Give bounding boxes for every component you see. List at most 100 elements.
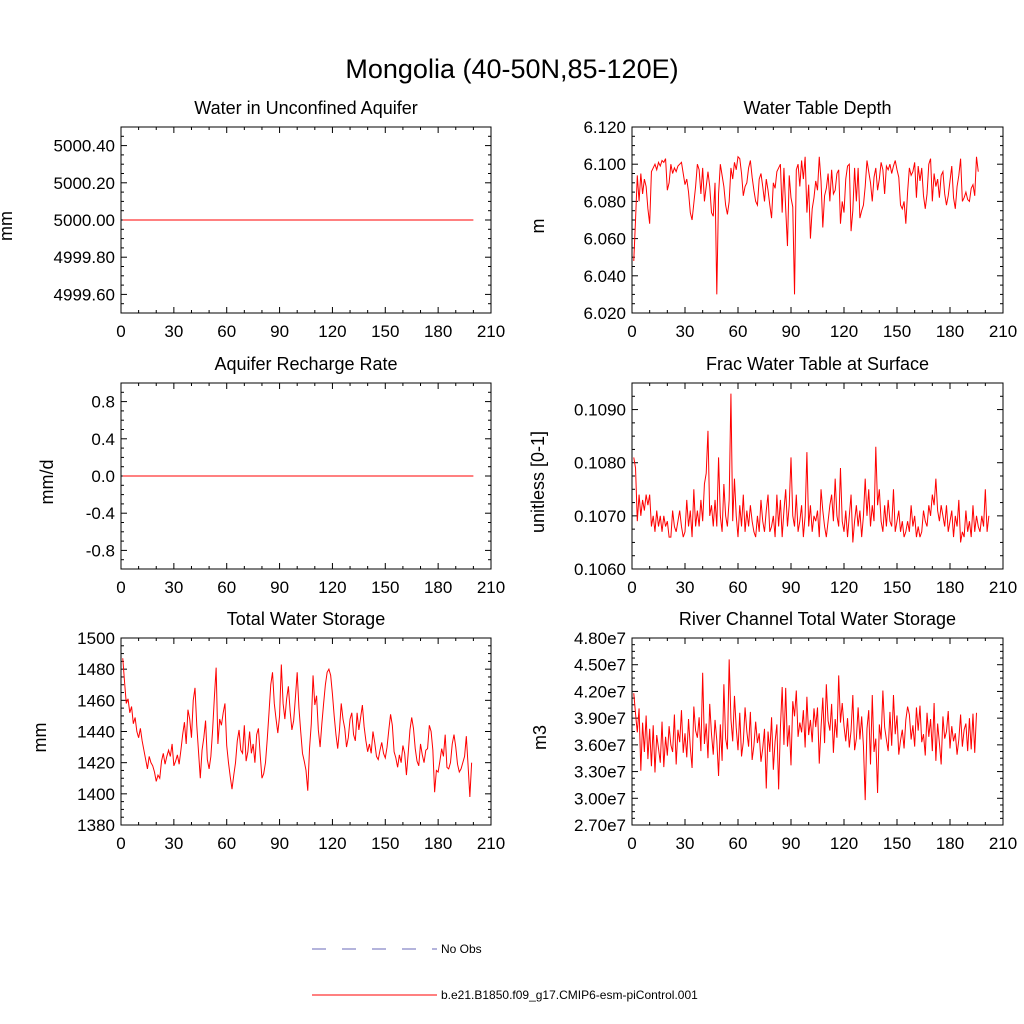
y-tick-label: 0.4 <box>91 430 115 449</box>
x-tick-label: 150 <box>883 578 911 597</box>
x-tick-label: 0 <box>627 834 636 853</box>
legend-model-label: b.e21.B1850.f09_g17.CMIP6-esm-piControl.… <box>441 988 698 1002</box>
y-tick-label: 6.020 <box>583 304 626 323</box>
legend-obs-label: No Obs <box>441 942 482 956</box>
y-axis-label: mm/d <box>37 460 57 505</box>
panel-4: Frac Water Table at Surface 0 30 60 90 120 150… <box>528 354 1017 597</box>
x-tick-label: 30 <box>676 578 695 597</box>
x-tick-label: 210 <box>477 834 505 853</box>
y-tick-label: 6.080 <box>583 192 626 211</box>
x-tick-label: 180 <box>424 322 452 341</box>
y-tick-label: 1420 <box>77 754 115 773</box>
x-tick-label: 120 <box>318 322 346 341</box>
y-tick-label: 1380 <box>77 816 115 835</box>
y-tick-label: 1400 <box>77 785 115 804</box>
x-tick-label: 90 <box>782 834 801 853</box>
x-tick-label: 150 <box>371 834 399 853</box>
plot-frame <box>120 637 492 826</box>
y-tick-label: 6.060 <box>583 230 626 249</box>
panel-5: Total Water Storage 0 30 60 90 120 150 180 210 13… <box>30 609 505 853</box>
x-tick-label: 30 <box>164 322 183 341</box>
x-tick-label: 150 <box>883 322 911 341</box>
x-tick-label: 90 <box>782 578 801 597</box>
y-tick-label: 0.1070 <box>574 507 626 526</box>
x-tick-label: 90 <box>782 322 801 341</box>
series-line <box>633 659 977 801</box>
y-tick-label: 3.60e7 <box>574 736 626 755</box>
x-tick-label: 180 <box>936 322 964 341</box>
x-tick-label: 60 <box>729 578 748 597</box>
x-tick-label: 60 <box>217 322 236 341</box>
panel-title: River Channel Total Water Storage <box>679 609 956 629</box>
y-tick-label: 4999.80 <box>54 248 115 267</box>
panel-2: Water Table Depth 0 30 60 90 120 150 180 210 6.02… <box>528 98 1017 341</box>
x-tick-label: 0 <box>116 834 125 853</box>
y-tick-label: 4999.60 <box>54 285 115 304</box>
x-tick-label: 0 <box>627 322 636 341</box>
panel-title: Water Table Depth <box>743 98 891 118</box>
y-tick-label: 4.20e7 <box>574 682 626 701</box>
y-tick-label: 0.1060 <box>574 560 626 579</box>
x-tick-label: 120 <box>830 578 858 597</box>
x-tick-label: 0 <box>116 578 125 597</box>
x-tick-label: 210 <box>989 322 1017 341</box>
x-tick-label: 210 <box>477 322 505 341</box>
y-axis-label: m <box>528 219 548 234</box>
x-tick-label: 30 <box>164 578 183 597</box>
x-tick-label: 60 <box>729 834 748 853</box>
panel-title: Total Water Storage <box>227 609 385 629</box>
panel-title: Frac Water Table at Surface <box>706 354 929 374</box>
x-tick-label: 120 <box>318 834 346 853</box>
figure-title: Mongolia (40-50N,85-120E) <box>345 54 678 84</box>
y-tick-label: 2.70e7 <box>574 816 626 835</box>
x-tick-label: 180 <box>424 578 452 597</box>
y-tick-label: 1460 <box>77 691 115 710</box>
panel-1: Water in Unconfined Aquifer 0 30 60 90 120 150… <box>0 98 505 341</box>
y-tick-label: -0.8 <box>86 541 115 560</box>
y-axis-label: mm <box>30 723 50 753</box>
y-tick-label: 6.120 <box>583 118 626 137</box>
y-axis-label: mm <box>0 211 16 241</box>
y-tick-label: 0.8 <box>91 393 115 412</box>
x-tick-label: 60 <box>217 578 236 597</box>
series-line <box>122 658 473 797</box>
y-tick-label: 4.50e7 <box>574 656 626 675</box>
series-line <box>633 393 990 543</box>
x-tick-label: 120 <box>830 834 858 853</box>
x-tick-label: 150 <box>371 578 399 597</box>
y-tick-label: 6.040 <box>583 267 626 286</box>
x-tick-label: 90 <box>270 834 289 853</box>
y-tick-label: 4.80e7 <box>574 629 626 648</box>
panel-title: Aquifer Recharge Rate <box>214 354 397 374</box>
y-axis-label: m3 <box>530 725 550 750</box>
plot-frame <box>631 126 1004 314</box>
x-tick-label: 150 <box>371 322 399 341</box>
x-tick-label: 30 <box>676 834 695 853</box>
y-tick-label: 1500 <box>77 629 115 648</box>
x-tick-label: 0 <box>627 578 636 597</box>
series-line <box>633 155 979 295</box>
plot-frame <box>631 382 1004 570</box>
x-tick-label: 0 <box>116 322 125 341</box>
panel-title: Water in Unconfined Aquifer <box>194 98 417 118</box>
y-tick-label: 3.90e7 <box>574 709 626 728</box>
x-tick-label: 210 <box>989 834 1017 853</box>
y-tick-label: 5000.00 <box>54 211 115 230</box>
y-tick-label: 5000.40 <box>54 137 115 156</box>
y-tick-label: 3.30e7 <box>574 763 626 782</box>
x-tick-label: 210 <box>989 578 1017 597</box>
y-tick-label: 0.1090 <box>574 401 626 420</box>
x-tick-label: 180 <box>936 578 964 597</box>
y-tick-label: 5000.20 <box>54 174 115 193</box>
x-tick-label: 90 <box>270 578 289 597</box>
y-tick-label: 1480 <box>77 660 115 679</box>
legend: No Obs b.e21.B1850.f09_g17.CMIP6-esm-piC… <box>312 942 698 1002</box>
x-tick-label: 90 <box>270 322 289 341</box>
x-tick-label: 180 <box>936 834 964 853</box>
y-tick-label: 0.0 <box>91 467 115 486</box>
y-tick-label: 1440 <box>77 723 115 742</box>
x-tick-label: 150 <box>883 834 911 853</box>
x-tick-label: 120 <box>318 578 346 597</box>
x-tick-label: 210 <box>477 578 505 597</box>
